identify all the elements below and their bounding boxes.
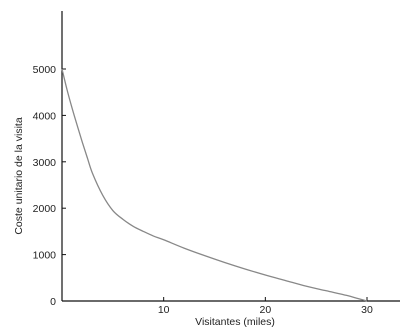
series-line [61,68,368,302]
x-tick-label: 30 [361,304,373,316]
y-axis-title: Coste unitario de la visita [13,117,25,234]
x-ticks: 10 20 30 [158,297,373,316]
x-tick-label: 10 [158,304,170,316]
y-ticks: 0 1000 2000 3000 4000 5000 [33,64,66,308]
y-tick-label: 2000 [33,203,57,215]
y-tick-label: 1000 [33,250,57,262]
y-tick-label: 3000 [33,157,57,169]
y-tick-label: 4000 [33,110,57,122]
x-tick-label: 20 [259,304,271,316]
y-tick-label: 0 [50,296,56,308]
y-tick-label: 5000 [33,64,57,76]
x-axis-title: Visitantes (miles) [195,316,275,327]
